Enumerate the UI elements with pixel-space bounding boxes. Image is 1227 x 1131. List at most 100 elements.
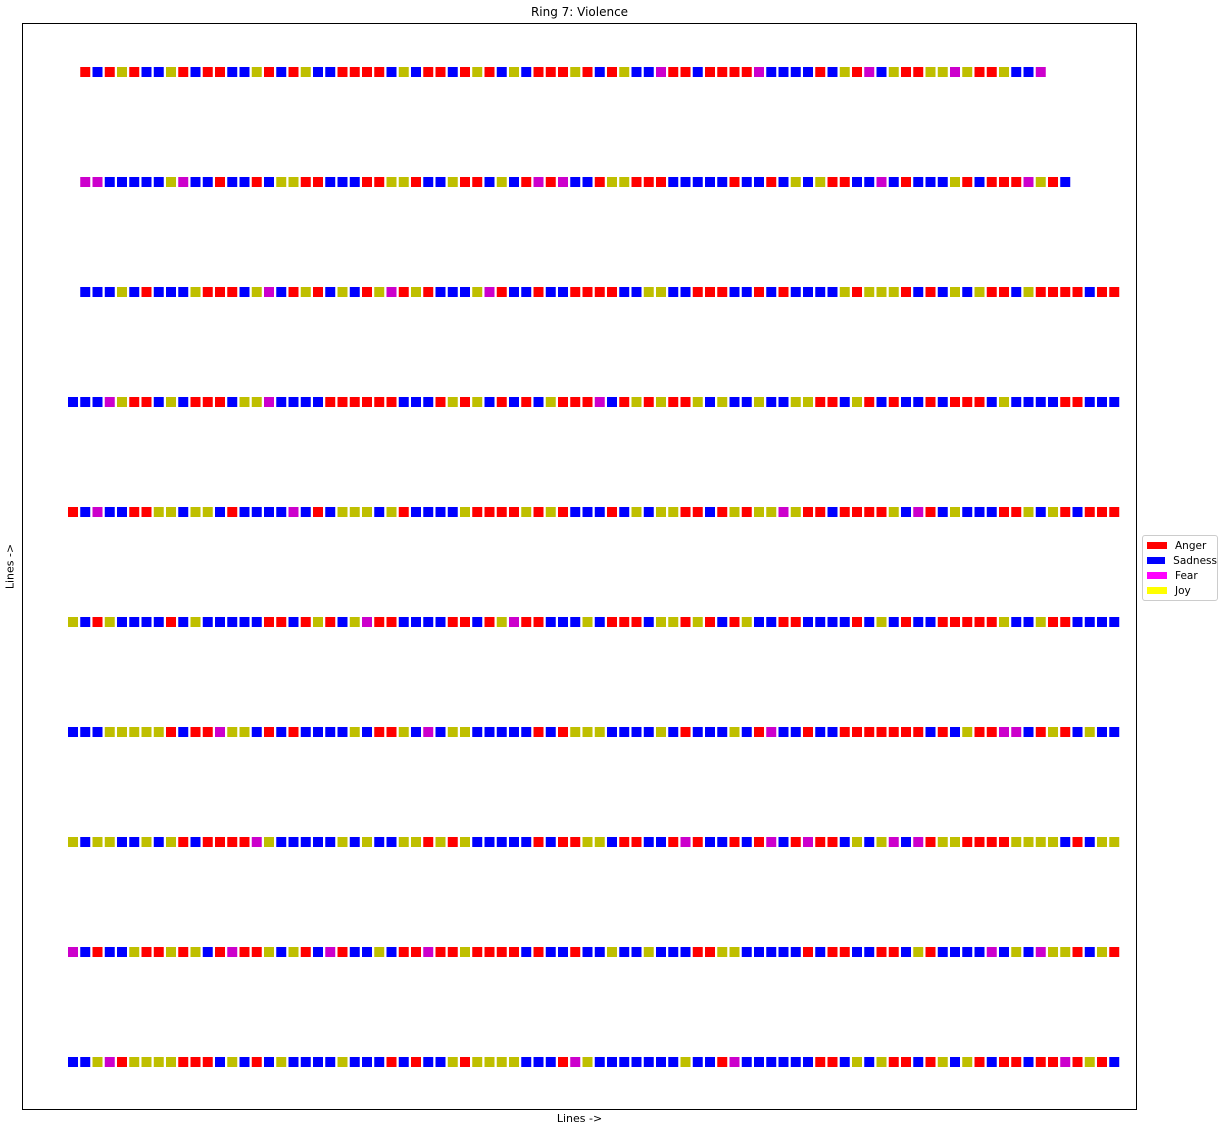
cell-anger: [411, 947, 421, 957]
cell-sadness: [349, 177, 360, 187]
cell-sadness: [962, 947, 973, 957]
cell-anger: [374, 67, 385, 77]
cell-sadness: [913, 617, 924, 627]
cell-joy: [717, 947, 728, 957]
cell-sadness: [239, 67, 250, 77]
cell-joy: [313, 617, 323, 627]
cell-sadness: [129, 837, 140, 847]
cell-anger: [1060, 507, 1071, 517]
cell-anger: [178, 837, 189, 847]
cell-anger: [839, 947, 850, 957]
cell-anger: [607, 507, 617, 517]
cell-sadness: [545, 617, 556, 627]
cell-sadness: [496, 67, 507, 77]
cell-sadness: [484, 837, 495, 847]
cell-sadness: [741, 727, 752, 737]
cell-joy: [913, 947, 924, 957]
cell-anger: [766, 177, 777, 187]
cell-sadness: [435, 177, 446, 187]
cell-anger: [827, 947, 838, 957]
cell-sadness: [741, 397, 752, 407]
cell-sadness: [888, 617, 899, 627]
cell-anger: [717, 67, 728, 77]
cell-sadness: [68, 727, 78, 737]
cell-anger: [313, 507, 323, 517]
cell-sadness: [937, 507, 948, 517]
cell-joy: [607, 177, 617, 187]
cell-anger: [300, 617, 311, 627]
cell-sadness: [521, 947, 532, 957]
cell-sadness: [619, 947, 630, 957]
cell-sadness: [643, 837, 654, 847]
cell-joy: [264, 837, 274, 847]
cell-anger: [460, 67, 470, 77]
cell-joy: [227, 727, 238, 737]
cell-anger: [545, 67, 556, 77]
cell-joy: [153, 507, 164, 517]
cell-fear: [680, 837, 691, 847]
cell-anger: [962, 617, 973, 627]
cell-sadness: [435, 727, 446, 737]
cell-joy: [1023, 287, 1034, 297]
cell-sadness: [411, 507, 421, 517]
cell-joy: [937, 837, 948, 847]
cell-anger: [1097, 507, 1107, 517]
cell-sadness: [153, 617, 164, 627]
cell-sadness: [1084, 837, 1095, 847]
cell-joy: [251, 287, 262, 297]
cell-anger: [901, 67, 911, 77]
cell-sadness: [80, 1057, 91, 1067]
cell-sadness: [178, 397, 189, 407]
cell-sadness: [435, 507, 446, 517]
cell-anger: [974, 397, 985, 407]
cell-sadness: [521, 727, 532, 737]
cell-sadness: [619, 507, 630, 517]
cell-joy: [104, 617, 115, 627]
cell-joy: [1097, 947, 1107, 957]
cell-joy: [472, 1057, 483, 1067]
cell-anger: [92, 617, 103, 627]
cell-fear: [68, 947, 78, 957]
cell-fear: [754, 67, 764, 77]
cell-joy: [937, 67, 948, 77]
cell-joy: [962, 727, 973, 737]
cell-sadness: [202, 617, 213, 627]
cell-sadness: [1023, 397, 1034, 407]
cell-joy: [68, 617, 78, 627]
cell-joy: [852, 837, 862, 847]
cell-anger: [986, 287, 997, 297]
cell-anger: [447, 947, 458, 957]
cell-fear: [1035, 67, 1046, 77]
cell-joy: [876, 287, 887, 297]
cell-joy: [460, 507, 470, 517]
cell-sadness: [790, 727, 801, 737]
cell-sadness: [668, 947, 679, 957]
cell-fear: [92, 177, 103, 187]
cell-sadness: [839, 397, 850, 407]
cell-sadness: [92, 727, 103, 737]
cell-joy: [692, 397, 703, 407]
cell-anger: [435, 947, 446, 957]
cell-sadness: [80, 287, 91, 297]
cell-sadness: [251, 617, 262, 627]
cell-anger: [484, 617, 495, 627]
cell-joy: [227, 1057, 238, 1067]
cell-joy: [141, 727, 152, 737]
cell-sadness: [839, 837, 850, 847]
cell-joy: [337, 287, 348, 297]
cell-anger: [729, 837, 740, 847]
cell-sadness: [766, 617, 777, 627]
cell-sadness: [790, 67, 801, 77]
cell-anger: [288, 727, 299, 737]
cell-sadness: [337, 727, 348, 737]
cell-anger: [1060, 397, 1071, 407]
cell-joy: [1097, 837, 1107, 847]
cell-anger: [999, 177, 1009, 187]
cell-anger: [521, 177, 532, 187]
cell-sadness: [1084, 287, 1095, 297]
cell-joy: [582, 727, 593, 737]
cell-anger: [999, 507, 1009, 517]
cell-anger: [239, 947, 250, 957]
cell-sadness: [790, 947, 801, 957]
cell-joy: [950, 837, 960, 847]
